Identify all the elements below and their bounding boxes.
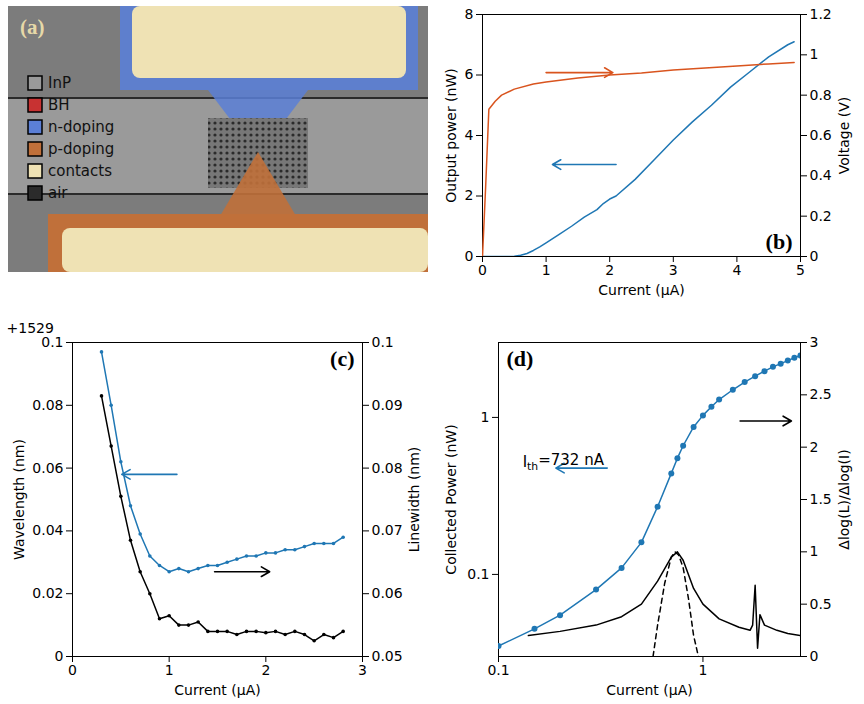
svg-text:(a): (a) <box>20 15 45 39</box>
svg-text:p-doping: p-doping <box>48 140 114 158</box>
svg-text:2: 2 <box>810 439 819 455</box>
svg-text:1.5: 1.5 <box>810 491 832 507</box>
svg-text:0.1: 0.1 <box>487 662 509 678</box>
svg-text:0: 0 <box>68 662 77 678</box>
svg-text:1: 1 <box>481 409 490 425</box>
svg-text:1.2: 1.2 <box>810 6 832 22</box>
svg-text:0.1: 0.1 <box>467 566 489 582</box>
svg-text:n-doping: n-doping <box>48 118 114 136</box>
svg-text:(b): (b) <box>766 229 793 254</box>
svg-text:1: 1 <box>810 46 819 62</box>
svg-text:0.07: 0.07 <box>372 522 403 538</box>
svg-text:Voltage (V): Voltage (V) <box>836 97 852 174</box>
svg-text:(c): (c) <box>330 346 354 371</box>
svg-text:2.5: 2.5 <box>810 386 832 402</box>
svg-text:0.5: 0.5 <box>810 596 832 612</box>
svg-text:0.1: 0.1 <box>41 334 63 350</box>
svg-text:0.2: 0.2 <box>810 208 832 224</box>
svg-text:Output power (nW): Output power (nW) <box>443 68 459 202</box>
svg-text:Current (μA): Current (μA) <box>598 282 684 298</box>
svg-text:air: air <box>48 184 68 202</box>
svg-text:Linewidth (nm): Linewidth (nm) <box>406 447 422 553</box>
svg-text:1: 1 <box>165 662 174 678</box>
svg-text:0.09: 0.09 <box>372 397 403 413</box>
svg-text:1: 1 <box>698 662 707 678</box>
svg-text:Current (μA): Current (μA) <box>174 682 260 698</box>
svg-text:2: 2 <box>605 262 614 278</box>
svg-text:InP: InP <box>48 74 71 92</box>
svg-text:0.06: 0.06 <box>372 585 403 601</box>
svg-text:(d): (d) <box>507 346 534 371</box>
svg-text:5: 5 <box>796 262 805 278</box>
svg-text:0.8: 0.8 <box>810 87 832 103</box>
svg-text:2: 2 <box>465 187 474 203</box>
svg-text:0.06: 0.06 <box>32 460 63 476</box>
svg-text:0: 0 <box>465 248 474 264</box>
svg-text:0.08: 0.08 <box>32 397 63 413</box>
svg-text:0.02: 0.02 <box>32 585 63 601</box>
svg-text:0.08: 0.08 <box>372 460 403 476</box>
svg-text:0.4: 0.4 <box>810 167 832 183</box>
svg-text:8: 8 <box>465 6 474 22</box>
svg-text:4: 4 <box>465 127 474 143</box>
svg-text:contacts: contacts <box>48 162 112 180</box>
svg-text:0: 0 <box>810 648 819 664</box>
svg-text:Ith=732 nA: Ith=732 nA <box>523 451 605 473</box>
svg-text:0: 0 <box>55 648 64 664</box>
svg-text:+1529: +1529 <box>7 320 54 336</box>
svg-text:1: 1 <box>542 262 551 278</box>
svg-text:0.05: 0.05 <box>372 648 403 664</box>
svg-text:BH: BH <box>48 96 70 114</box>
svg-text:0.04: 0.04 <box>32 522 63 538</box>
svg-text:0.6: 0.6 <box>810 127 832 143</box>
svg-text:Δlog(L)/Δlog(I): Δlog(L)/Δlog(I) <box>836 449 852 549</box>
svg-text:Collected Power (nW): Collected Power (nW) <box>443 424 459 574</box>
svg-text:0: 0 <box>810 248 819 264</box>
svg-text:3: 3 <box>669 262 678 278</box>
svg-text:3: 3 <box>810 334 819 350</box>
svg-text:3: 3 <box>358 662 367 678</box>
svg-text:4: 4 <box>732 262 741 278</box>
svg-text:Current (μA): Current (μA) <box>606 682 692 698</box>
svg-text:0.1: 0.1 <box>372 334 394 350</box>
svg-text:0: 0 <box>478 262 487 278</box>
svg-text:6: 6 <box>465 66 474 82</box>
svg-text:Wavelength (nm): Wavelength (nm) <box>11 439 27 560</box>
svg-text:1: 1 <box>810 543 819 559</box>
svg-text:2: 2 <box>261 662 270 678</box>
